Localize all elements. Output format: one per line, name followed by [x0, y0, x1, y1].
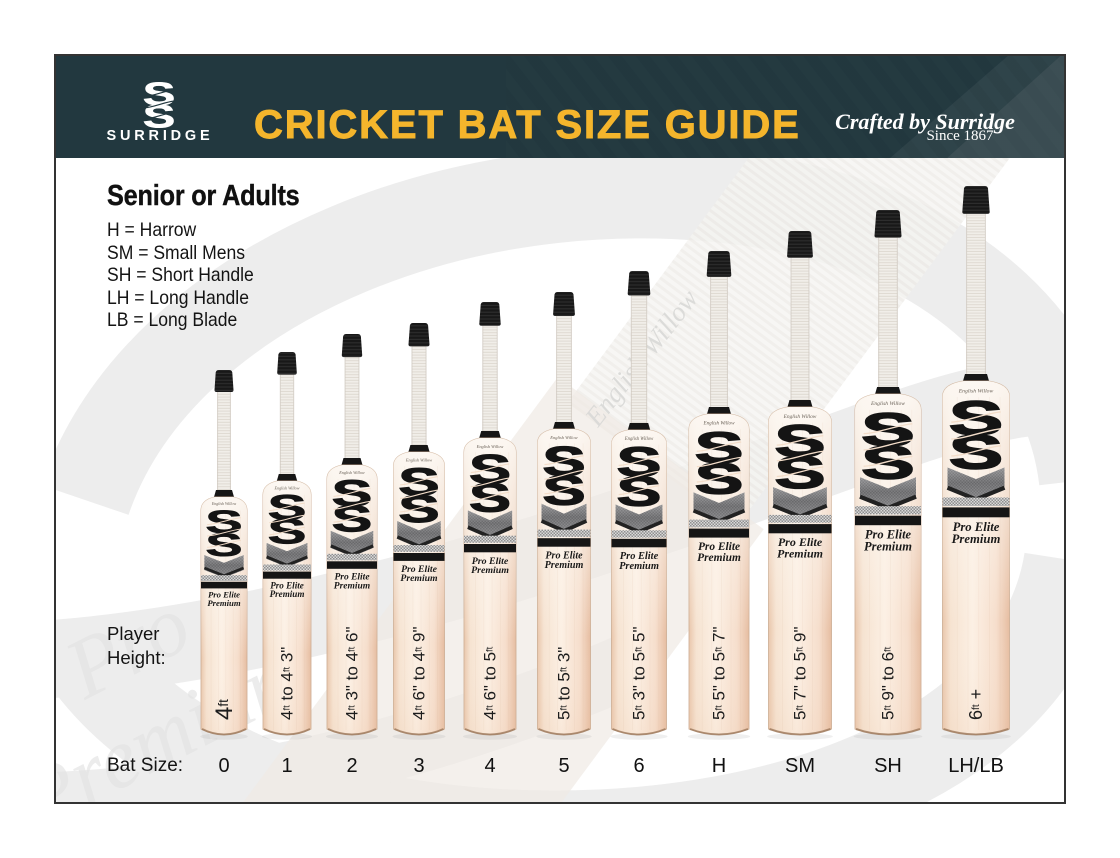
svg-text:S: S: [774, 448, 825, 498]
svg-text:5ft 7" to 5ft 9": 5ft 7" to 5ft 9": [791, 626, 810, 720]
svg-text:S: S: [774, 417, 825, 467]
svg-text:S: S: [949, 425, 1004, 479]
svg-text:5ft 3" to 5ft 5": 5ft 3" to 5ft 5": [630, 626, 649, 720]
svg-text:LH/LB: LH/LB: [948, 755, 1004, 777]
svg-text:4ft 6" to 4ft 9": 4ft 6" to 4ft 9": [410, 626, 429, 720]
svg-text:S: S: [542, 438, 585, 485]
svg-text:Pro Elite: Pro Elite: [620, 551, 659, 562]
svg-text:4ft 6" to 5ft: 4ft 6" to 5ft: [481, 646, 500, 720]
svg-text:5ft to 5ft 3": 5ft to 5ft 3": [555, 647, 574, 720]
svg-text:3: 3: [413, 755, 424, 777]
svg-text:English Willow: English Willow: [211, 501, 237, 506]
svg-text:Pro Elite: Pro Elite: [778, 535, 823, 549]
svg-text:English Willow: English Willow: [405, 457, 432, 462]
svg-text:5: 5: [558, 755, 569, 777]
svg-text:S: S: [542, 467, 585, 514]
svg-text:S: S: [469, 447, 511, 492]
svg-text:S: S: [267, 488, 306, 527]
svg-text:4ft: 4ft: [211, 699, 238, 720]
svg-text:4: 4: [484, 755, 495, 777]
svg-text:0: 0: [218, 755, 229, 777]
svg-text:Pro Elite: Pro Elite: [401, 564, 437, 575]
svg-text:Pro Elite: Pro Elite: [865, 528, 912, 542]
svg-text:SH: SH: [874, 755, 902, 777]
svg-text:Premium: Premium: [270, 589, 305, 599]
svg-text:English Willow: English Willow: [783, 414, 817, 420]
svg-text:6: 6: [633, 755, 644, 777]
svg-text:Premium: Premium: [207, 598, 241, 608]
svg-text:Premium: Premium: [697, 552, 741, 564]
svg-text:2: 2: [346, 755, 357, 777]
svg-text:4ft 3" to 4ft 6": 4ft 3" to 4ft 6": [343, 626, 362, 720]
svg-text:S: S: [205, 503, 242, 540]
svg-text:English Willow: English Willow: [476, 444, 504, 449]
svg-text:Pro Elite: Pro Elite: [208, 590, 240, 600]
svg-text:Premium: Premium: [471, 565, 509, 576]
svg-text:English Willow: English Willow: [624, 437, 654, 442]
svg-text:S: S: [267, 513, 306, 552]
svg-text:SM: SM: [785, 755, 815, 777]
svg-text:5ft 5" to 5ft 7": 5ft 5" to 5ft 7": [710, 626, 729, 720]
svg-text:H: H: [712, 755, 726, 777]
svg-text:Pro Elite: Pro Elite: [953, 520, 1000, 534]
svg-text:S: S: [695, 423, 744, 473]
svg-text:S: S: [398, 487, 439, 530]
svg-text:Pro Elite: Pro Elite: [698, 541, 740, 553]
svg-text:Pro Elite: Pro Elite: [334, 572, 370, 582]
svg-text:English Willow: English Willow: [703, 421, 736, 427]
svg-text:S: S: [205, 526, 242, 563]
svg-text:Premium: Premium: [864, 539, 912, 553]
svg-text:Pro Elite: Pro Elite: [270, 581, 304, 591]
svg-text:Premium: Premium: [334, 581, 370, 591]
svg-text:English Willow: English Willow: [549, 435, 577, 440]
svg-text:S: S: [143, 76, 176, 112]
svg-text:Premium: Premium: [952, 532, 1001, 546]
svg-text:S: S: [143, 99, 176, 135]
svg-text:English Willow: English Willow: [274, 485, 300, 490]
svg-text:Premium: Premium: [400, 573, 438, 584]
svg-text:English Willow: English Willow: [870, 401, 905, 407]
svg-text:Premium: Premium: [619, 561, 659, 572]
svg-text:Premium: Premium: [777, 546, 823, 560]
svg-text:English Willow: English Willow: [338, 470, 365, 475]
svg-text:6ft +: 6ft +: [966, 689, 986, 720]
svg-text:5ft 9" to 6ft: 5ft 9" to 6ft: [879, 646, 898, 720]
svg-text:Pro Elite: Pro Elite: [472, 556, 509, 567]
svg-text:Pro Elite: Pro Elite: [545, 551, 583, 562]
svg-text:Premium: Premium: [545, 560, 584, 571]
svg-text:1: 1: [281, 755, 292, 777]
svg-text:4ft to 4ft 3": 4ft to 4ft 3": [278, 647, 297, 720]
svg-text:English Willow: English Willow: [958, 389, 994, 395]
svg-text:S: S: [949, 391, 1004, 445]
